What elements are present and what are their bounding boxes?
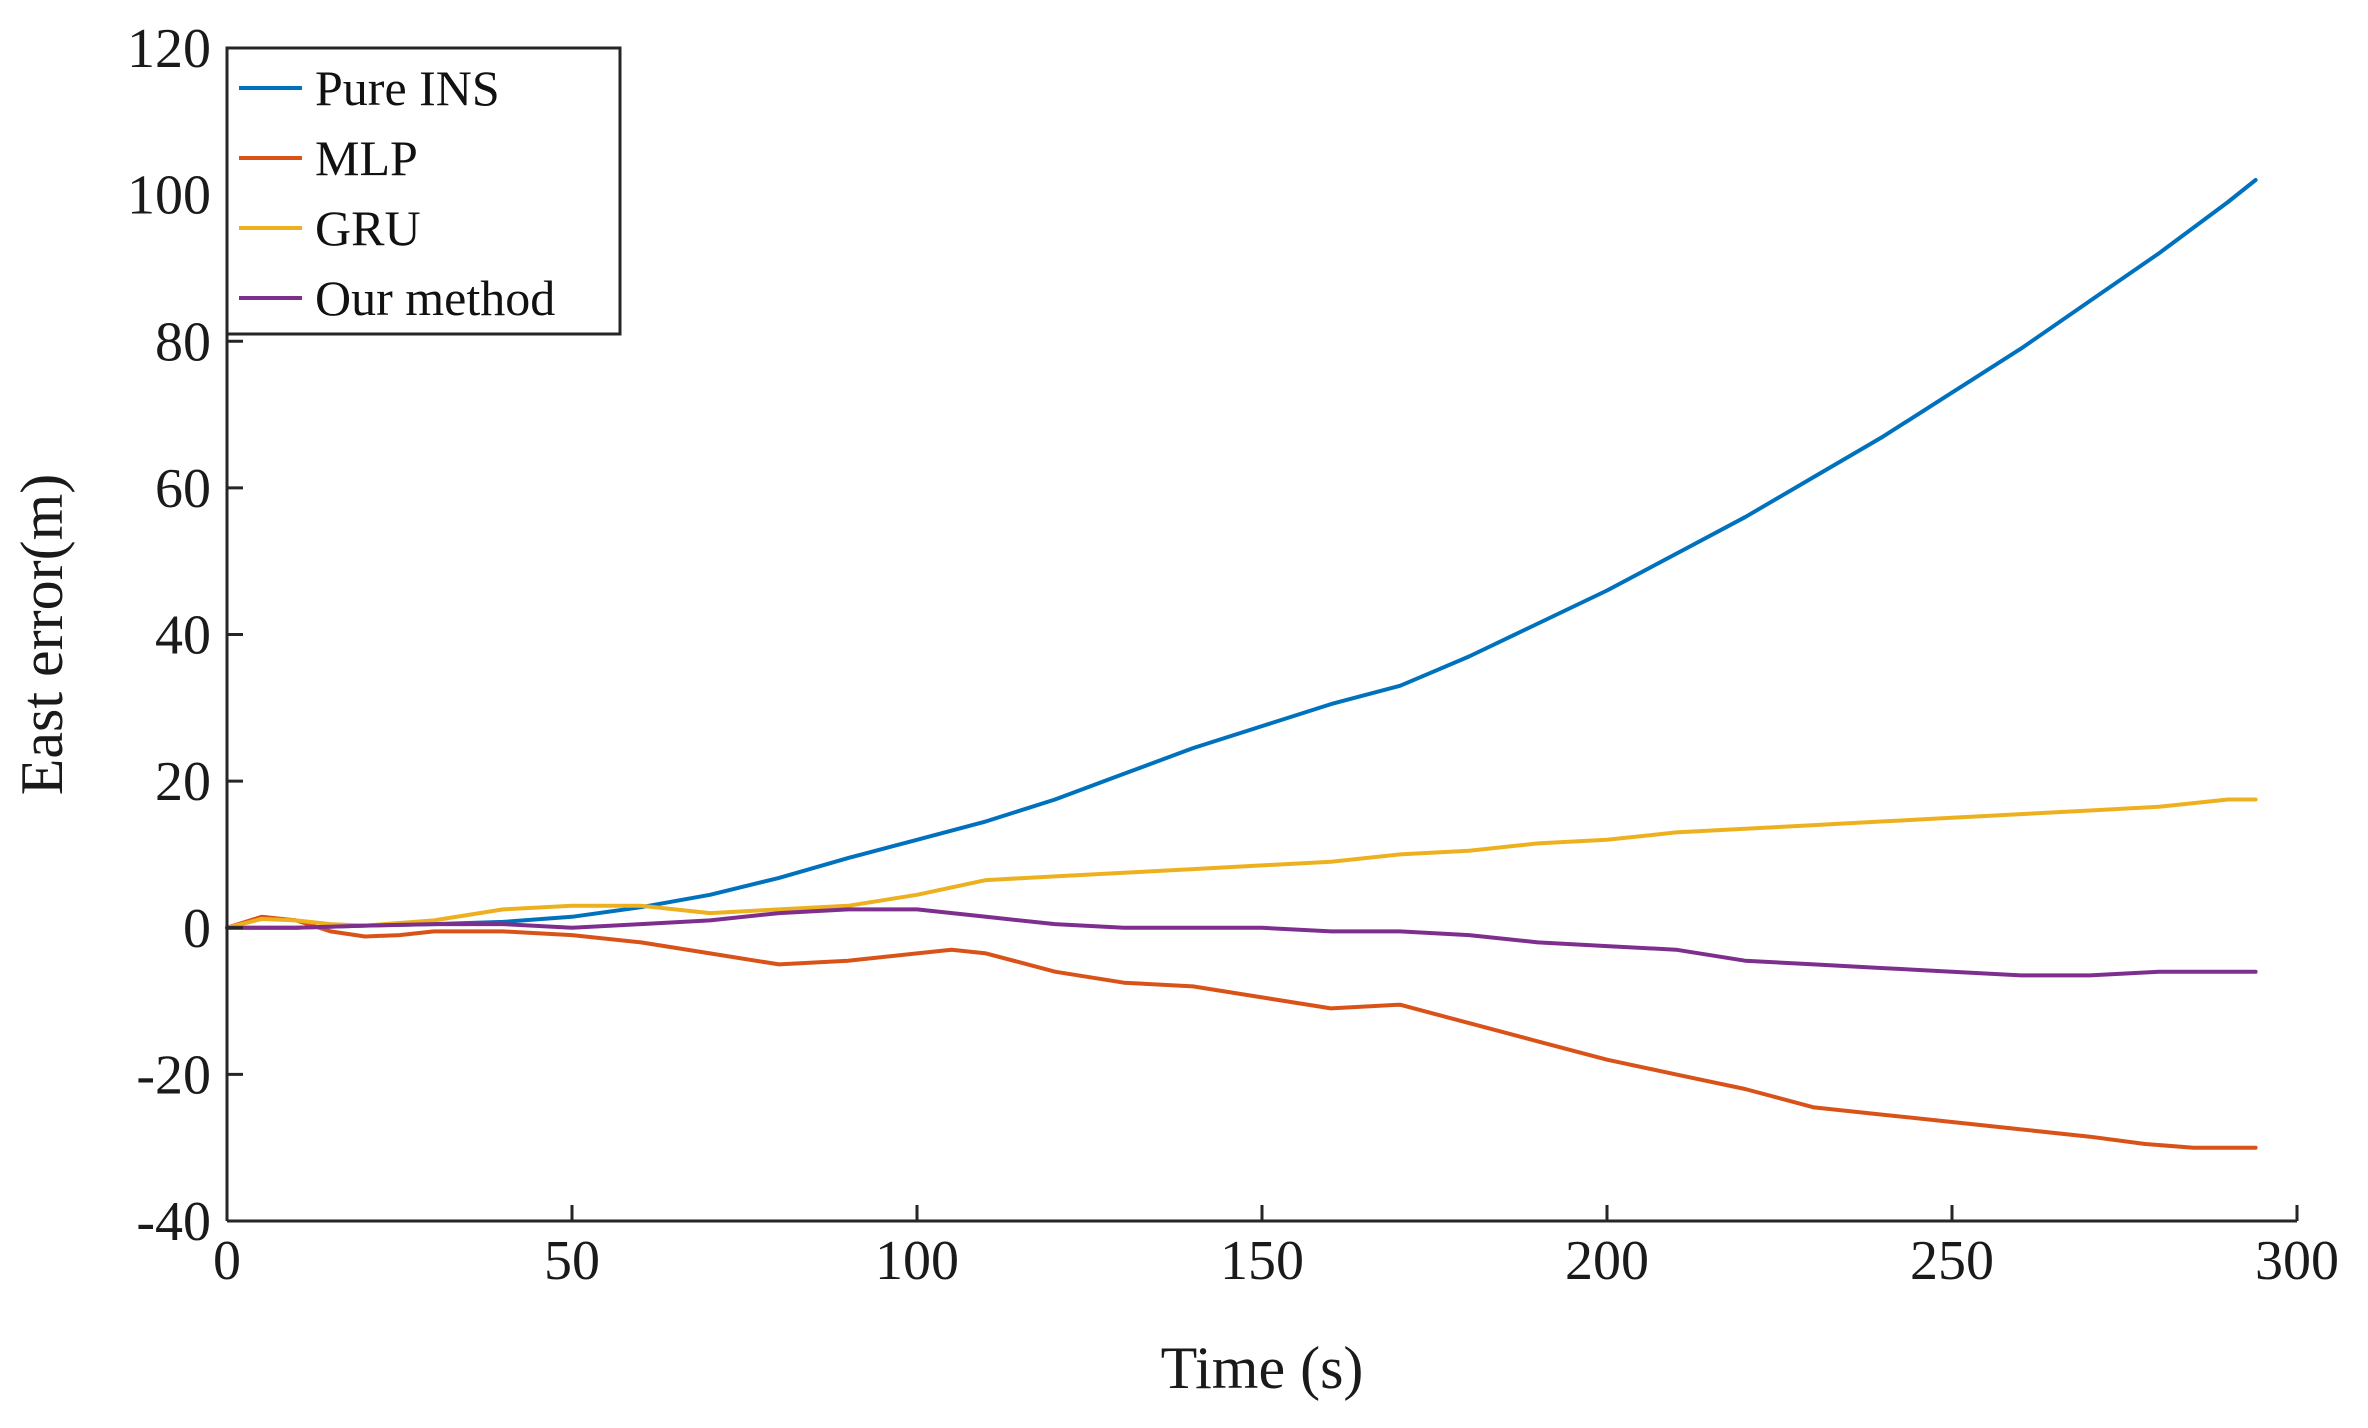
x-axis-title: Time (s) xyxy=(1161,1335,1364,1401)
legend-box xyxy=(225,46,622,336)
legend: Pure INS MLP GRU Our method xyxy=(225,46,622,336)
y-tick-label: 100 xyxy=(127,165,211,227)
y-tick-label: 80 xyxy=(155,311,211,373)
y-tick-label: 120 xyxy=(127,18,211,80)
legend-label: Our method xyxy=(315,270,555,326)
y-tick-label: 40 xyxy=(155,605,211,667)
series-layer xyxy=(225,178,2258,1150)
y-tick-label: 0 xyxy=(183,898,211,960)
x-tick-label: 0 xyxy=(213,1230,241,1292)
x-tick-label: 50 xyxy=(544,1230,600,1292)
y-tick-label: -20 xyxy=(136,1044,211,1106)
y-axis-title: East error(m) xyxy=(9,474,75,796)
y-tick-label: -40 xyxy=(136,1191,211,1253)
x-tick-label: 250 xyxy=(1910,1230,1994,1292)
legend-label: Pure INS xyxy=(315,60,500,116)
legend-label: MLP xyxy=(315,130,418,186)
y-tick-label: 60 xyxy=(155,458,211,520)
series-line-mlp xyxy=(225,914,2258,1150)
series-line-our-method xyxy=(225,907,2258,978)
series-line-gru xyxy=(225,797,2258,930)
series-line-pure-ins xyxy=(225,178,2258,930)
y-tick-label: 20 xyxy=(155,751,211,813)
legend-label: GRU xyxy=(315,200,421,256)
x-tick-label: 200 xyxy=(1565,1230,1649,1292)
x-tick-label: 150 xyxy=(1220,1230,1304,1292)
x-tick-label: 100 xyxy=(875,1230,959,1292)
axes-layer: 0 50 100 150 200 250 300 -40 -20 0 20 40 60 80 100 120 xyxy=(127,18,2339,1292)
x-tick-label: 300 xyxy=(2255,1230,2339,1292)
